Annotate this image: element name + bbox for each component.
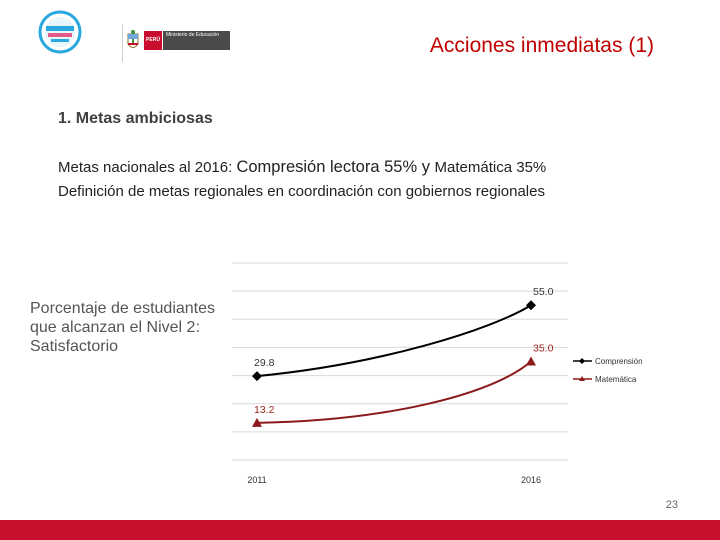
chart-series: [252, 300, 536, 427]
legend-label: Comprensión: [595, 357, 643, 366]
national-crest-icon: [127, 30, 139, 48]
page-number: 23: [665, 499, 678, 511]
data-point-marker: [526, 300, 536, 311]
data-label: 55.0: [533, 286, 554, 298]
legend-marker: [579, 376, 585, 381]
data-point-marker: [252, 371, 262, 382]
chart-x-ticks: 2011 2016: [247, 475, 541, 485]
national-goals-reading: Compresión lectora 55% y: [236, 158, 435, 176]
series-line-matemática: [256, 360, 532, 424]
campaign-logo-icon: [38, 10, 82, 54]
regional-goals-line: Definición de metas regionales en coordi…: [58, 183, 545, 200]
national-goals-line: Metas nacionales al 2016: Compresión lec…: [58, 158, 546, 177]
ministry-label: Ministerio de Educación: [163, 31, 230, 50]
x-tick-label: 2011: [247, 475, 266, 485]
data-point-marker: [526, 356, 536, 366]
series-line-comprensión: [256, 304, 532, 378]
chart-legend: Comprensión Matemática: [573, 357, 643, 384]
legend-label: Matemática: [595, 375, 637, 384]
chart-labels: 29.8 55.0 13.2 35.0: [254, 286, 554, 416]
data-point-marker: [252, 417, 262, 427]
peru-label: PERÚ: [144, 31, 162, 50]
data-label: 35.0: [533, 343, 554, 355]
header-divider: [122, 24, 123, 62]
chart-grid: [232, 262, 568, 461]
header-logos: PERÚ Ministerio de Educación: [30, 8, 230, 62]
national-goals-math: Matemática 35%: [434, 159, 547, 176]
data-label: 13.2: [254, 404, 275, 416]
slide-title: Acciones inmediatas (1): [429, 34, 654, 57]
national-goals-prefix: Metas nacionales al 2016:: [58, 159, 237, 176]
footer-bar: [0, 520, 720, 540]
section-title: 1. Metas ambiciosas: [58, 110, 213, 127]
data-label: 29.8: [254, 357, 275, 369]
x-tick-label: 2016: [521, 475, 541, 485]
legend-marker: [579, 358, 585, 364]
chart-caption: Porcentaje de estudiantes que alcanzan e…: [30, 300, 216, 355]
